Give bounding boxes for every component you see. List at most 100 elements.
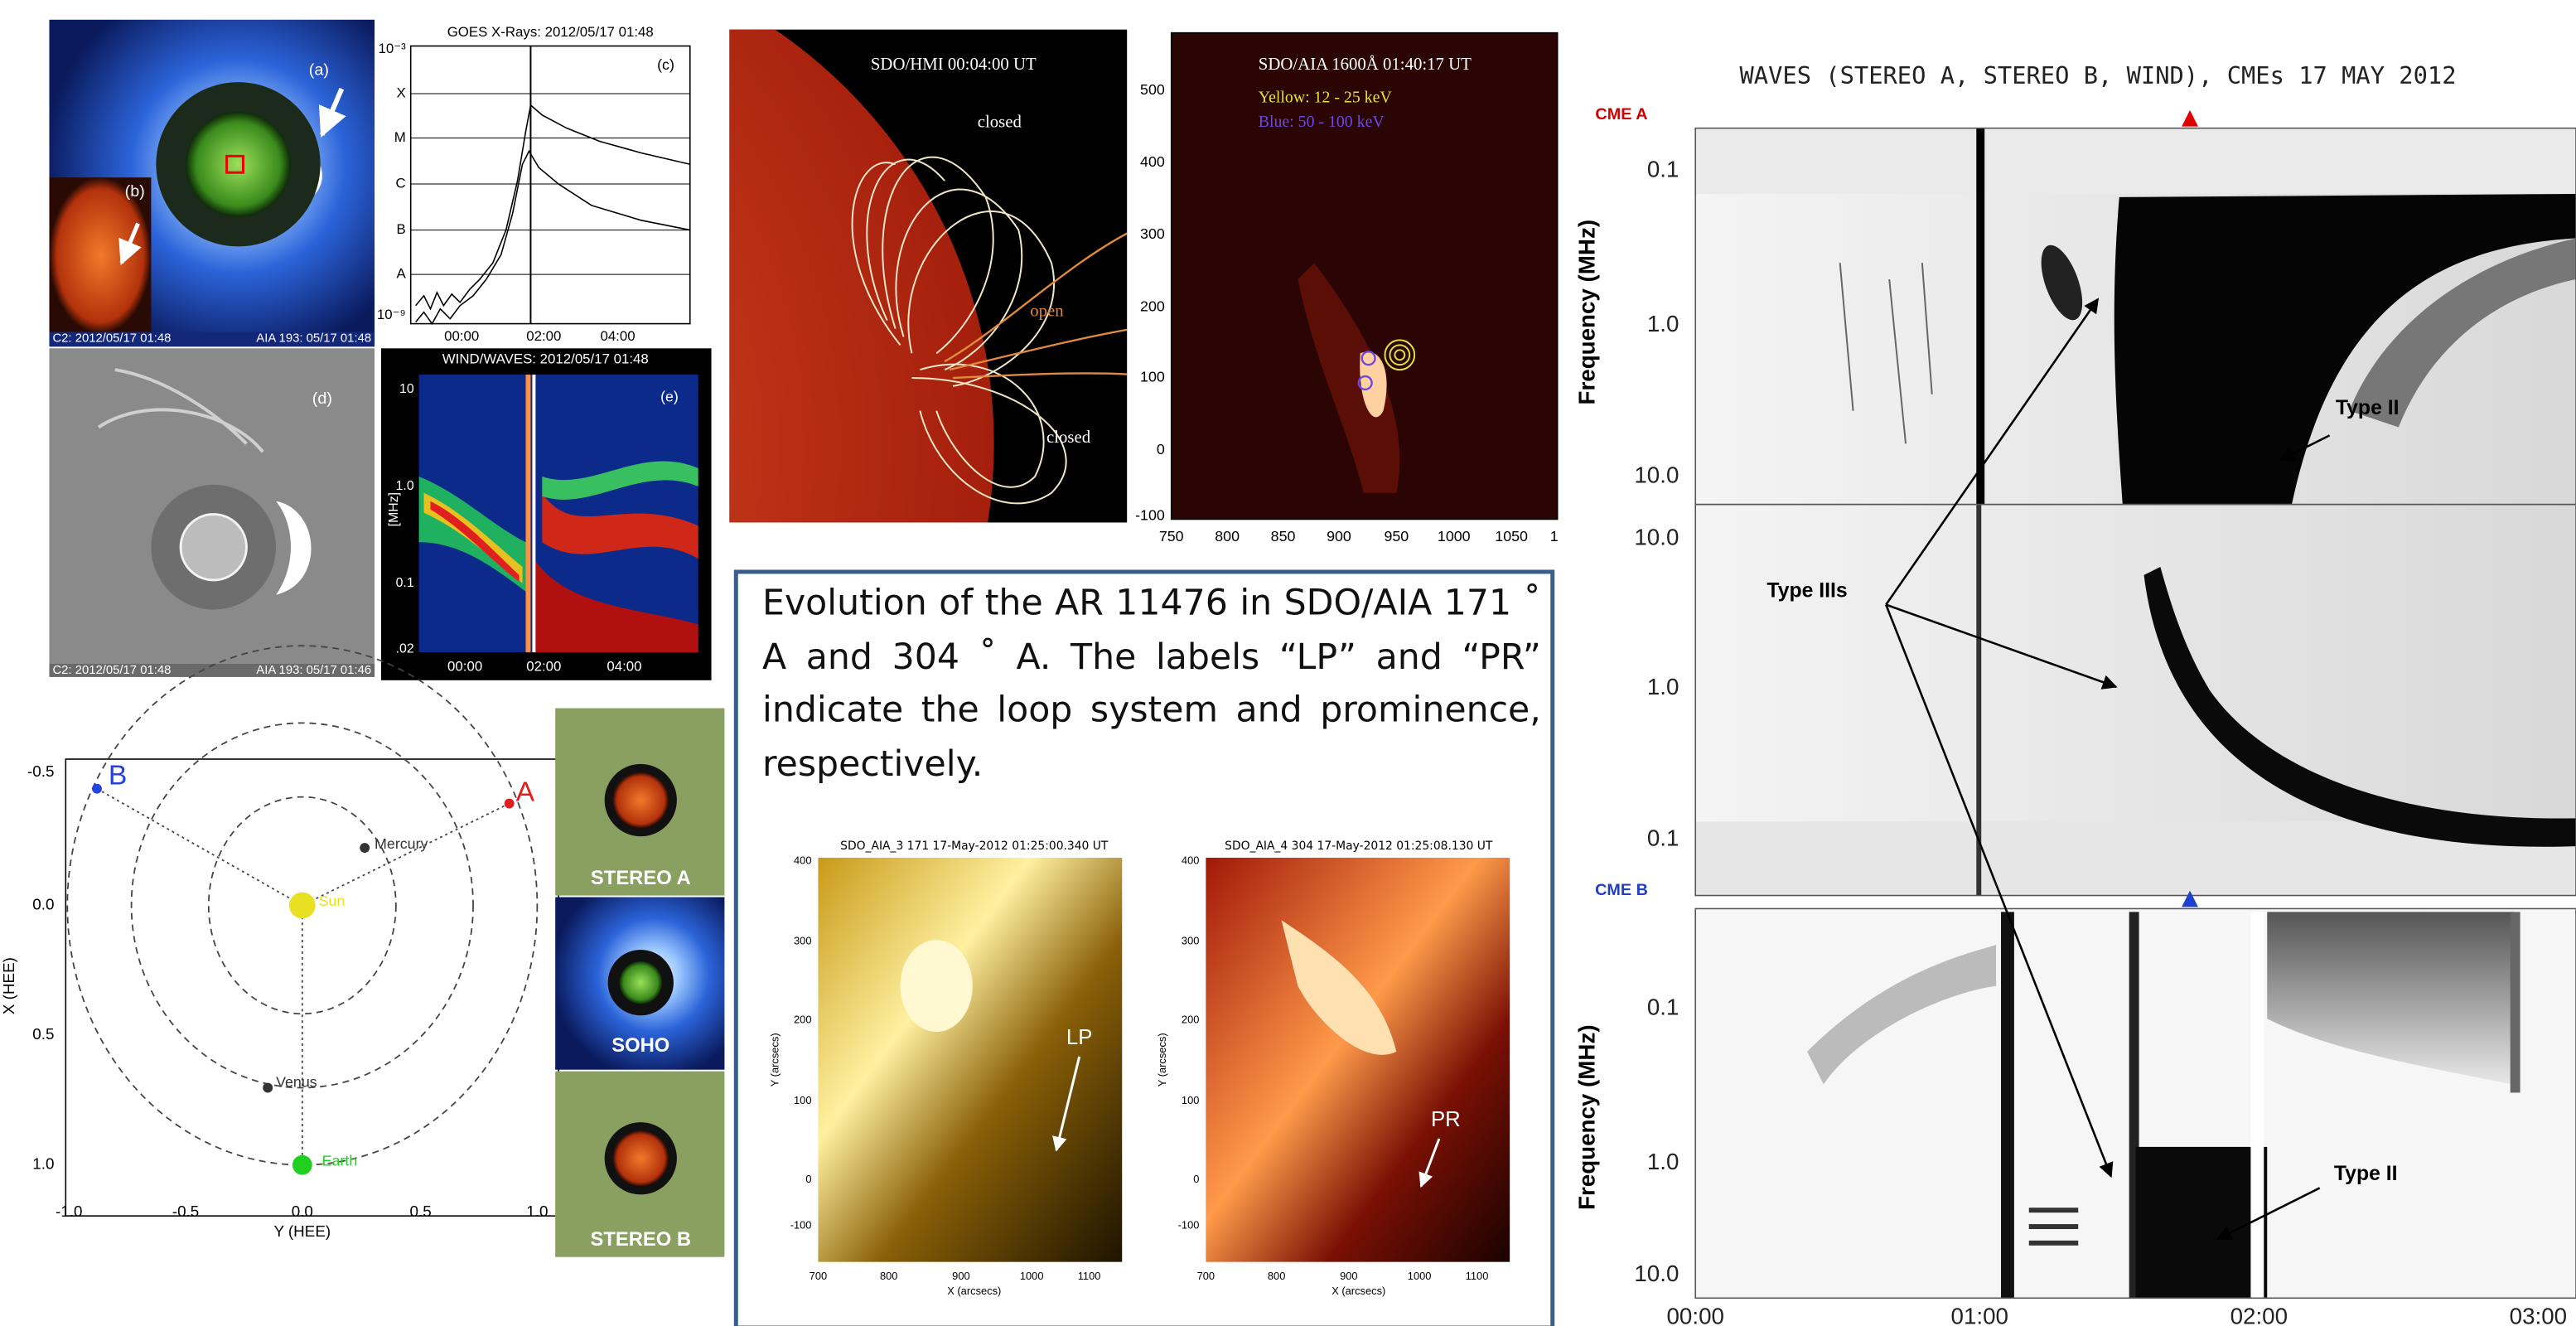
panel-label: (c)	[657, 56, 674, 73]
x-tick-label: 02:00	[2230, 1303, 2288, 1326]
image-footer: AIA 193: 05/17 01:46	[256, 664, 371, 677]
waves-spectrogram-g-rect	[2511, 912, 2520, 1092]
x-tick-label: 00:00	[444, 328, 479, 344]
x-tick-label: -1.0	[56, 1203, 82, 1220]
panel-title: WIND/WAVES: 2012/05/17 01:48	[442, 351, 649, 367]
aia304-image	[1206, 858, 1510, 1262]
y-tick-label: B	[396, 221, 405, 237]
axis-label: X (arcsecs)	[947, 1285, 1001, 1297]
caption-text: Evolution of the AR 11476 in SDO/AIA 171…	[762, 578, 1541, 792]
y-tick-label: -100	[1135, 506, 1165, 523]
annotation: Type II	[2336, 397, 2400, 419]
x-tick-label: 900	[1340, 1270, 1357, 1282]
page: Evolution of the AR 11476 in SDO/AIA 171…	[0, 0, 2576, 1326]
waves-spectrogram-g-rect	[1695, 128, 2576, 194]
y-tick-label: 10⁻⁹	[377, 307, 406, 322]
y-tick-label: 400	[1182, 854, 1199, 866]
image-marker: PR	[1431, 1108, 1461, 1131]
x-tick-label: 0.0	[292, 1203, 313, 1220]
spacecraft-views-circle	[613, 1130, 669, 1186]
y-tick-label: 300	[1140, 225, 1165, 242]
y-tick-label: 10.0	[1634, 525, 1679, 550]
body-label: B	[109, 760, 127, 791]
orbit-plot-circle	[263, 1083, 273, 1093]
axis-label: X (arcsecs)	[1331, 1285, 1385, 1297]
image-marker: LP	[1066, 1026, 1093, 1049]
panel-title: GOES X-Rays: 2012/05/17 01:48	[447, 24, 654, 40]
y-tick-label: C	[396, 176, 406, 191]
x-tick-label: 1000	[1408, 1270, 1432, 1282]
image-footer: C2: 2012/05/17 01:48	[52, 664, 171, 677]
y-tick-label: 1.0	[396, 479, 414, 493]
x-tick-label: 02:00	[526, 328, 561, 344]
orbit-plot-rect	[65, 759, 558, 1216]
panel-label: (a)	[309, 60, 329, 79]
axis-label: Y (HEE)	[273, 1222, 331, 1240]
x-tick-label: 04:00	[607, 658, 641, 674]
x-tick-label: 750	[1159, 528, 1184, 544]
orbit-plot-g-line	[302, 804, 510, 906]
waves-spectrogram-g-g-rect	[2029, 1207, 2078, 1212]
y-tick-label: 10.0	[1634, 462, 1679, 487]
y-tick-label: 0.0	[32, 895, 54, 912]
waves-spectrogram-g	[1695, 908, 2576, 1298]
lasco-image-circle	[186, 112, 291, 217]
goes-plot	[411, 46, 690, 324]
annotation: Type IIIs	[1766, 579, 1847, 602]
x-tick-label: 1050	[1495, 528, 1528, 544]
aia304-image-rect	[1206, 858, 1510, 1262]
image-footer: AIA 193: 05/17 01:48	[256, 332, 371, 345]
orbit-plot-g	[97, 789, 510, 1165]
panel-title: WAVES (STEREO A, STEREO B, WIND), CMEs 1…	[1740, 61, 2457, 90]
cme-label: CME A	[1595, 105, 1647, 123]
image-title: SDO_AIA_4 304 17-May-2012 01:25:08.130 U…	[1225, 840, 1493, 853]
y-tick-label: 0	[1157, 441, 1165, 457]
panel-label: (d)	[312, 390, 332, 408]
x-tick-label: 00:00	[1667, 1303, 1724, 1326]
y-tick-label: 400	[1140, 153, 1165, 170]
x-tick-label: 800	[1268, 1270, 1285, 1282]
figure: Evolution of the AR 11476 in SDO/AIA 171…	[0, 0, 2576, 1326]
image-footer: C2: 2012/05/17 01:48	[52, 332, 171, 345]
y-tick-label: .02	[396, 641, 414, 656]
y-tick-label: 10⁻³	[378, 41, 406, 56]
x-tick-label: 700	[810, 1270, 827, 1282]
axis-label: Frequency (MHz)	[1574, 1024, 1600, 1210]
y-tick-label: 1.0	[1647, 1149, 1679, 1174]
x-tick-label: 1100	[1078, 1270, 1101, 1282]
y-tick-label: 0.5	[32, 1025, 54, 1043]
body-label: Earth	[322, 1152, 358, 1169]
orbit-plot-circle	[289, 893, 316, 919]
waves-spectrogram-g	[1695, 505, 2576, 896]
axis-label: Y (arcsecs)	[1156, 1033, 1168, 1086]
field-label: open	[1030, 300, 1064, 320]
x-tick-label: 0.5	[409, 1203, 431, 1220]
spacecraft-label: STEREO A	[591, 867, 691, 889]
y-tick-label: 0.1	[1647, 825, 1679, 850]
spacecraft-label: SOHO	[611, 1034, 669, 1057]
waves-spectrogram-g-g-rect	[2029, 1241, 2078, 1246]
difference-image-circle	[181, 515, 246, 580]
annotation: Type II	[2334, 1163, 2398, 1185]
y-tick-label: 100	[794, 1094, 811, 1106]
body-label: Mercury	[375, 835, 428, 852]
waves-spectrogram-g-g-rect	[2029, 1224, 2078, 1229]
image-title: SDO_AIA_3 171 17-May-2012 01:25:00.340 U…	[840, 840, 1109, 853]
axis-label: Frequency (MHz)	[1574, 220, 1600, 405]
legend-entry: Blue: 50 - 100 keV	[1259, 113, 1385, 131]
field-label: closed	[978, 111, 1022, 131]
legend-entry: Yellow: 12 - 25 keV	[1259, 89, 1393, 107]
body-label: A	[516, 777, 535, 808]
waves-spectrogram-g	[1695, 128, 2576, 505]
x-tick-label: 1000	[1438, 528, 1471, 544]
x-tick-label: 03:00	[2510, 1303, 2567, 1326]
waves-spectrogram-g-rect	[2136, 1147, 2268, 1298]
x-tick-label: 1100	[1466, 1270, 1489, 1282]
x-tick-label: 900	[1327, 528, 1351, 544]
y-tick-label: 1.0	[1647, 311, 1679, 336]
waves-spectrogram-g-rect	[2250, 912, 2264, 1298]
y-tick-label: -0.5	[27, 762, 54, 780]
x-tick-label: 1	[1550, 528, 1559, 544]
y-tick-label: 1.0	[1647, 674, 1679, 699]
caption-container: Evolution of the AR 11476 in SDO/AIA 171…	[762, 578, 1541, 801]
